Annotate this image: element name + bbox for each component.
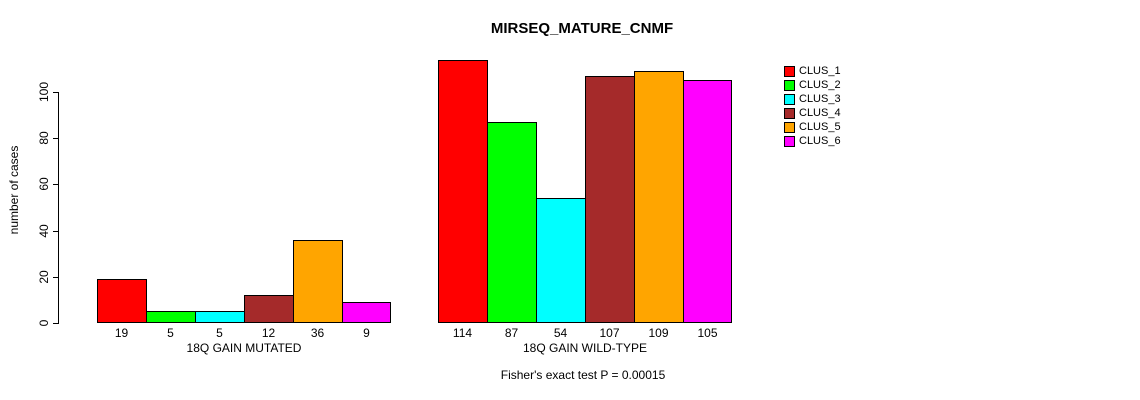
bar-clus_2-group0	[146, 311, 196, 323]
y-tick-mark	[53, 277, 58, 278]
bar-clus_3-group1	[536, 198, 586, 323]
y-tick-mark	[53, 184, 58, 185]
fisher-test-annotation: Fisher's exact test P = 0.00015	[500, 368, 666, 382]
y-tick-label: 80	[37, 131, 51, 145]
legend-swatch-clus_5	[784, 122, 795, 133]
legend-swatch-clus_1	[784, 66, 795, 77]
bar-clus_3-group0	[195, 311, 245, 323]
bar-clus_4-group0	[244, 295, 294, 323]
bar-clus_1-group1	[438, 60, 488, 323]
x-axis-label-mutated: 18Q GAIN MUTATED	[186, 341, 302, 355]
bar-value-label: 105	[697, 326, 718, 340]
bar-value-label: 5	[216, 326, 223, 340]
legend-swatch-clus_3	[784, 94, 795, 105]
bar-clus_6-group1	[683, 80, 732, 323]
legend-label-clus_4: CLUS_4	[799, 107, 841, 119]
legend-label-clus_3: CLUS_3	[799, 93, 841, 105]
legend-swatch-clus_6	[784, 136, 795, 147]
chart-title: MIRSEQ_MATURE_CNMF	[490, 20, 674, 37]
bar-value-label: 107	[599, 326, 620, 340]
y-tick-mark	[53, 138, 58, 139]
y-tick-label: 100	[37, 81, 51, 103]
bar-value-label: 36	[310, 326, 325, 340]
bar-clus_2-group1	[487, 122, 537, 323]
bar-value-label: 19	[114, 326, 129, 340]
y-axis-title: number of cases	[7, 145, 21, 235]
y-tick-label: 0	[37, 319, 51, 327]
bar-clus_6-group0	[342, 302, 391, 323]
legend-label-clus_1: CLUS_1	[799, 65, 841, 77]
bar-value-label: 9	[363, 326, 370, 340]
legend-label-clus_2: CLUS_2	[799, 79, 841, 91]
legend-label-clus_5: CLUS_5	[799, 121, 841, 133]
bar-clus_4-group1	[585, 76, 635, 323]
y-tick-label: 60	[37, 177, 51, 191]
legend-swatch-clus_2	[784, 80, 795, 91]
y-axis-line	[58, 92, 59, 324]
bar-value-label: 5	[167, 326, 174, 340]
bar-value-label: 54	[553, 326, 568, 340]
y-tick-label: 40	[37, 224, 51, 238]
bar-value-label: 87	[504, 326, 519, 340]
bar-value-label: 12	[261, 326, 276, 340]
legend-label-clus_6: CLUS_6	[799, 135, 841, 147]
y-tick-mark	[53, 231, 58, 232]
y-tick-label: 20	[37, 270, 51, 284]
bar-value-label: 114	[452, 326, 473, 340]
bar-clus_5-group1	[634, 71, 684, 323]
y-tick-mark	[53, 92, 58, 93]
bar-clus_5-group0	[293, 240, 343, 323]
x-axis-label-wildtype: 18Q GAIN WILD-TYPE	[522, 341, 648, 355]
bar-clus_1-group0	[97, 279, 147, 323]
y-tick-mark	[53, 323, 58, 324]
legend-swatch-clus_4	[784, 108, 795, 119]
bar-value-label: 109	[648, 326, 669, 340]
